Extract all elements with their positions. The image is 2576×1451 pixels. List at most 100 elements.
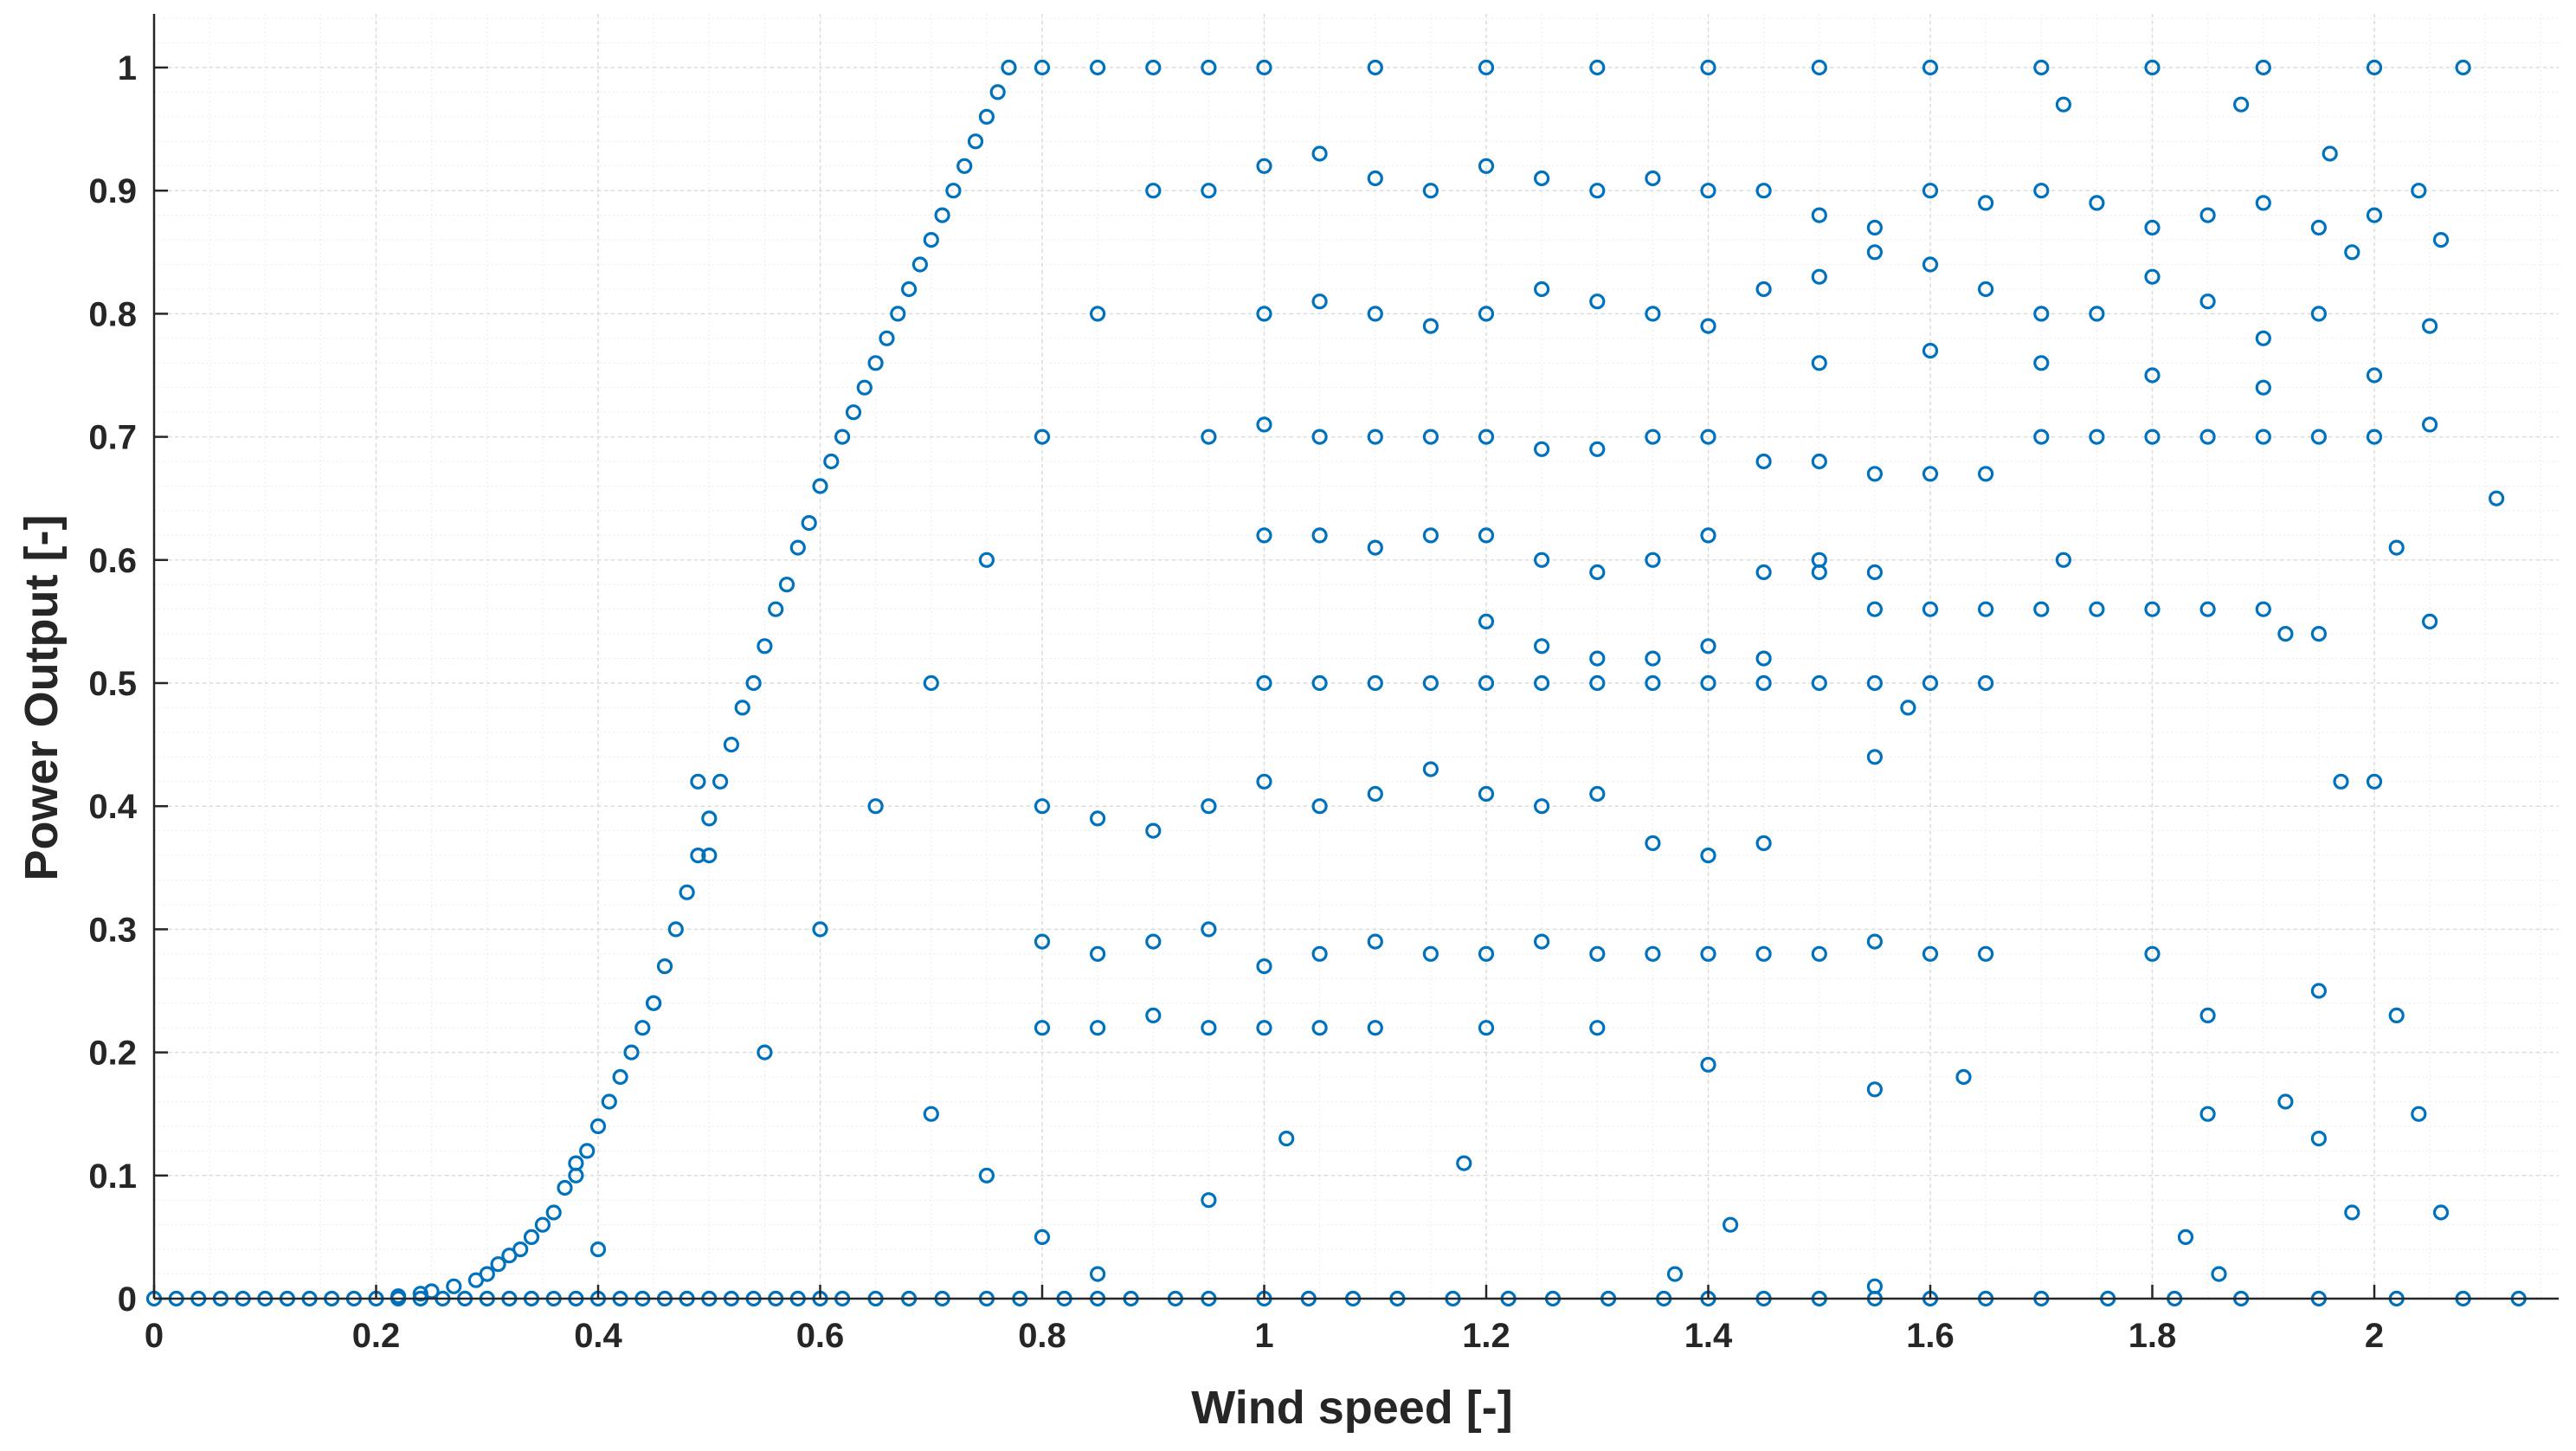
- x-axis-label: Wind speed [-]: [1191, 1382, 1513, 1434]
- data-point: [1866, 933, 1883, 950]
- data-point: [2233, 96, 2250, 113]
- data-point: [534, 1216, 551, 1233]
- data-point: [978, 551, 995, 568]
- data-point: [2310, 306, 2327, 322]
- data-point: [2422, 613, 2438, 630]
- data-point: [1589, 441, 1606, 457]
- data-point: [1278, 1130, 1295, 1147]
- data-point: [1422, 429, 1439, 445]
- data-point: [2366, 367, 2383, 384]
- data-point: [1589, 1020, 1606, 1036]
- data-point: [645, 995, 662, 1011]
- data-point: [2344, 244, 2360, 261]
- data-point: [1755, 453, 1772, 470]
- y-tick-label: 0.2: [88, 1035, 137, 1073]
- data-point: [690, 773, 706, 790]
- data-point: [1311, 798, 1328, 815]
- x-tick-label: 1: [1254, 1317, 1273, 1355]
- data-point: [623, 1044, 640, 1061]
- x-tick-label: 0: [145, 1317, 164, 1355]
- data-point: [1722, 1216, 1739, 1233]
- data-point: [1311, 527, 1328, 544]
- data-point: [1866, 674, 1883, 692]
- data-point: [1978, 281, 1994, 298]
- data-point: [723, 736, 740, 753]
- data-point: [1478, 306, 1495, 322]
- x-tick-label: 2: [2365, 1317, 2384, 1355]
- data-point: [490, 1256, 506, 1273]
- data-point: [1145, 933, 1162, 950]
- data-point: [1089, 306, 1106, 322]
- data-point: [2199, 207, 2216, 223]
- data-point: [1422, 318, 1439, 334]
- data-point: [1755, 835, 1772, 852]
- data-point: [879, 330, 895, 346]
- data-point: [2144, 429, 2161, 445]
- data-point: [1256, 306, 1272, 322]
- data-point: [900, 281, 918, 298]
- data-point: [1589, 183, 1606, 199]
- data-point: [2366, 773, 2383, 790]
- data-point: [1589, 564, 1606, 581]
- data-point: [2177, 1229, 2194, 1246]
- data-point: [523, 1229, 540, 1246]
- y-tick-label: 0.1: [88, 1158, 137, 1196]
- data-point: [1755, 674, 1772, 692]
- data-point: [1201, 59, 1217, 76]
- data-point: [1645, 551, 1661, 568]
- data-point: [1089, 945, 1106, 962]
- data-point: [1001, 59, 1017, 76]
- data-point: [512, 1241, 529, 1258]
- x-tick-label: 0.2: [352, 1317, 401, 1355]
- data-point: [867, 355, 884, 371]
- data-point: [757, 1044, 773, 1061]
- data-point: [390, 1288, 407, 1305]
- data-point: [1201, 921, 1217, 938]
- data-point: [1589, 293, 1606, 310]
- data-point: [2033, 429, 2050, 445]
- data-point: [1422, 674, 1439, 692]
- data-point: [2322, 145, 2338, 162]
- data-point: [1978, 601, 1994, 617]
- data-point: [446, 1278, 462, 1294]
- data-point: [579, 1143, 596, 1159]
- data-point: [2199, 601, 2216, 617]
- data-point: [1811, 207, 1827, 223]
- data-point: [1256, 773, 1272, 790]
- data-point: [1866, 749, 1883, 765]
- data-point: [812, 921, 828, 938]
- data-point: [1478, 1020, 1495, 1036]
- data-point: [2422, 416, 2438, 433]
- data-point: [2033, 355, 2050, 371]
- data-point: [1145, 1007, 1162, 1024]
- data-point: [2089, 306, 2105, 322]
- data-point: [1533, 551, 1550, 568]
- data-point: [1034, 933, 1051, 950]
- data-point: [2422, 318, 2438, 334]
- data-point: [923, 1106, 939, 1122]
- data-point: [1978, 674, 1994, 692]
- data-point: [1866, 1278, 1883, 1294]
- data-point: [1978, 945, 1994, 962]
- data-point: [2366, 207, 2383, 223]
- data-point: [1811, 355, 1827, 371]
- data-point: [2388, 539, 2405, 556]
- data-point: [2455, 59, 2471, 76]
- data-point: [1645, 170, 1661, 187]
- data-point: [2089, 195, 2105, 211]
- data-point: [1866, 219, 1883, 235]
- data-point: [1256, 158, 1272, 174]
- data-point: [1645, 674, 1661, 692]
- x-tick-label: 1.4: [1684, 1317, 1733, 1355]
- data-point: [1700, 1056, 1716, 1073]
- data-point: [2199, 1106, 2216, 1122]
- data-point: [2089, 601, 2105, 617]
- data-point: [1089, 810, 1106, 827]
- data-point: [1422, 761, 1439, 777]
- data-point: [1755, 564, 1772, 581]
- data-point: [568, 1155, 584, 1171]
- data-point: [1866, 601, 1883, 617]
- data-point: [2255, 379, 2271, 396]
- data-point: [1256, 958, 1272, 975]
- data-point: [2211, 1266, 2227, 1282]
